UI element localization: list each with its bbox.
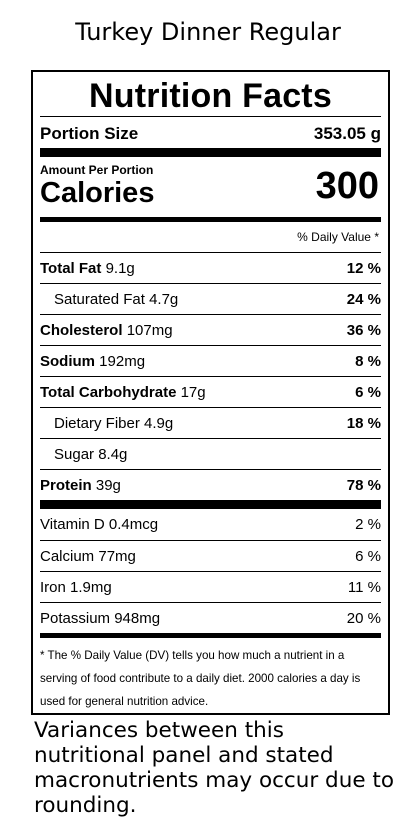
portion-size-label: Portion Size	[40, 124, 139, 143]
daily-value-header: % Daily Value *	[297, 230, 379, 244]
vitamin-amount: 77mg	[98, 547, 136, 565]
nutrient-pct: 12 %	[346, 259, 381, 277]
vitamin-name: Vitamin D	[40, 516, 105, 533]
vitamin-pct: 11 %	[347, 578, 381, 596]
nutrient-amount: 8.4g	[98, 445, 128, 463]
nutrient-name: Sugar	[54, 445, 95, 463]
nutrient-pct: 36 %	[346, 321, 381, 339]
nutrient-name: Total Fat	[40, 259, 102, 277]
vitamin-pct: 20 %	[346, 609, 381, 627]
divider-thick	[40, 500, 381, 509]
portion-size-row: Portion Size 353.05 g	[40, 120, 381, 148]
calories-label: Calories	[40, 177, 155, 209]
vitamin-row-potassium: Potassium 948mg 20 %	[40, 602, 381, 633]
vitamin-row-calcium: Calcium 77mg 6 %	[40, 540, 381, 571]
nutrient-row-cholesterol: Cholesterol 107mg 36 %	[40, 314, 381, 345]
nutrient-row-saturated-fat: Saturated Fat 4.7g 24 %	[40, 283, 381, 314]
nutrient-name: Saturated Fat	[54, 290, 145, 308]
nutrition-label: Nutrition Facts Portion Size 353.05 g Am…	[31, 70, 390, 715]
nutrient-amount: 39g	[95, 476, 121, 494]
nutrient-name: Cholesterol	[40, 321, 123, 339]
nutrient-pct: 78 %	[346, 476, 381, 494]
amount-per-portion: Amount Per Portion	[40, 163, 154, 177]
nutrient-list: Total Fat 9.1g 12 % Saturated Fat 4.7g 2…	[40, 252, 381, 500]
nutrient-name: Protein	[40, 476, 92, 494]
vitamin-row-vitamin-d: Vitamin D 0.4mcg 2 %	[40, 509, 381, 540]
divider-medium	[40, 217, 381, 222]
vitamin-name: Calcium	[40, 547, 95, 565]
vitamin-name: Potassium	[40, 609, 111, 627]
nutrient-name: Sodium	[40, 352, 95, 370]
vitamin-pct: 2 %	[355, 516, 381, 533]
vitamin-name: Iron	[40, 578, 66, 596]
divider	[40, 116, 381, 117]
nutrient-name: Total Carbohydrate	[40, 383, 177, 401]
nutrient-amount: 4.9g	[144, 414, 174, 432]
calories-block: Amount Per Portion Calories 300	[40, 159, 381, 217]
nutrient-row-protein: Protein 39g 78 %	[40, 469, 381, 500]
nutrition-facts-heading: Nutrition Facts	[89, 77, 332, 115]
page-title: Turkey Dinner Regular	[75, 18, 341, 46]
nutrient-pct: 24 %	[346, 290, 381, 308]
portion-size-value: 353.05 g	[313, 124, 381, 143]
vitamin-row-iron: Iron 1.9mg 11 %	[40, 571, 381, 602]
nutrient-amount: 9.1g	[105, 259, 135, 277]
variance-note: Variances between this nutritional panel…	[34, 718, 394, 818]
vitamin-pct: 6 %	[355, 547, 381, 565]
nutrient-row-dietary-fiber: Dietary Fiber 4.9g 18 %	[40, 407, 381, 438]
nutrient-pct: 8 %	[355, 352, 381, 370]
nutrient-row-sodium: Sodium 192mg 8 %	[40, 345, 381, 376]
daily-value-footnote: * The % Daily Value (DV) tells you how m…	[40, 649, 361, 708]
nutrient-row-total-fat: Total Fat 9.1g 12 %	[40, 252, 381, 283]
nutrient-name: Dietary Fiber	[54, 414, 140, 432]
nutrient-amount: 192mg	[99, 352, 146, 370]
nutrient-amount: 17g	[180, 383, 206, 401]
vitamin-list: Vitamin D 0.4mcg 2 % Calcium 77mg 6 % Ir…	[40, 509, 381, 633]
nutrient-amount: 107mg	[126, 321, 173, 339]
nutrient-pct: 6 %	[355, 383, 381, 401]
nutrient-pct: 18 %	[346, 414, 381, 432]
calories-value: 300	[315, 165, 379, 207]
divider-medium	[40, 633, 381, 638]
divider-thick	[40, 148, 381, 157]
nutrient-row-total-carbohydrate: Total Carbohydrate 17g 6 %	[40, 376, 381, 407]
vitamin-amount: 1.9mg	[70, 578, 112, 596]
nutrient-amount: 4.7g	[149, 290, 179, 308]
nutrient-row-sugar: Sugar 8.4g	[40, 438, 381, 469]
vitamin-amount: 948mg	[114, 609, 161, 627]
vitamin-amount: 0.4mcg	[108, 516, 159, 533]
